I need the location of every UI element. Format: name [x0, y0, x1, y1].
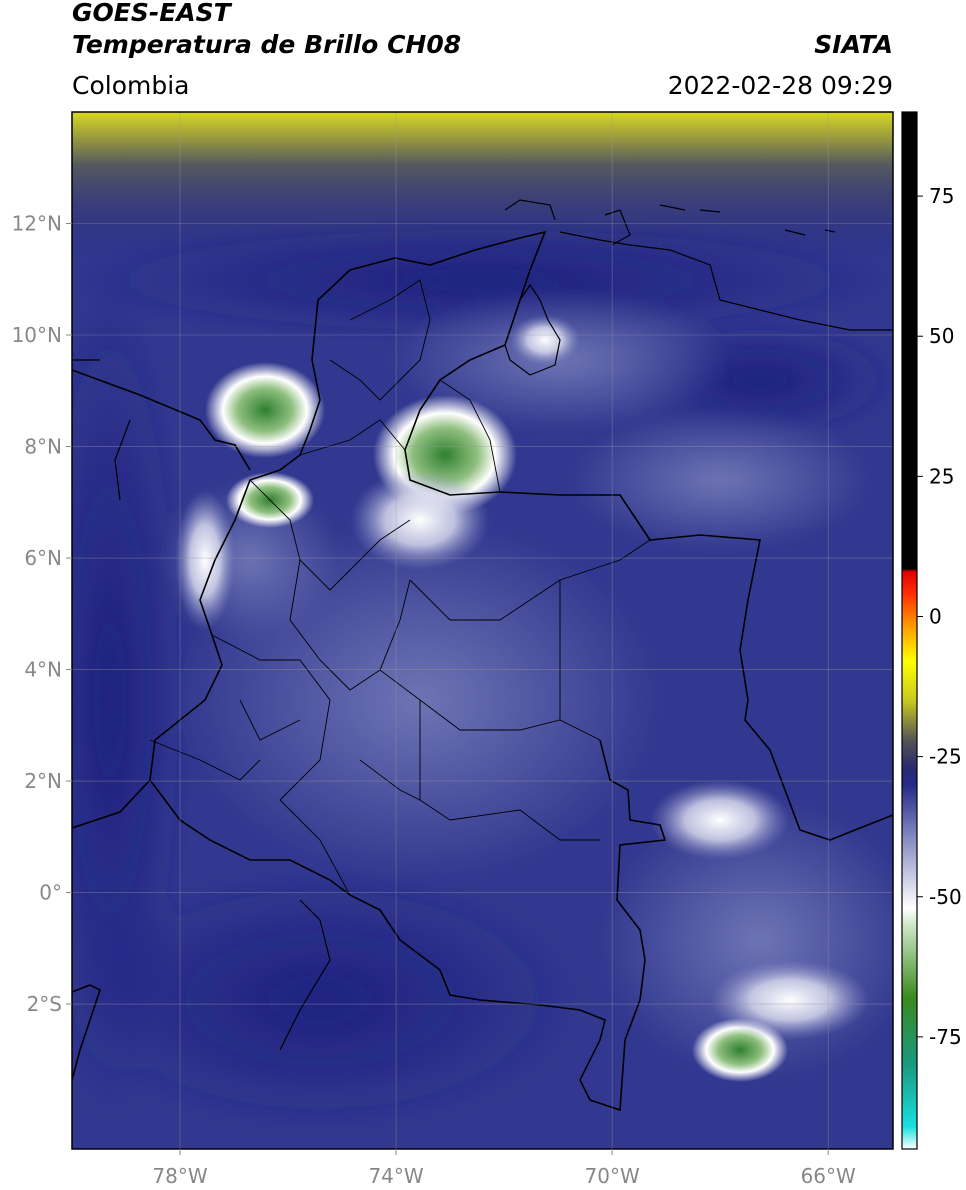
lat-tick-label: 2°N	[24, 769, 62, 793]
colorbar-tick-label: -50	[929, 885, 962, 909]
lon-tick-label: 78°W	[152, 1164, 207, 1188]
pale-cloud-guainia	[650, 780, 790, 860]
latitude-axis: 12°N 10°N 8°N 6°N 4°N 2°N 0° 2°S	[12, 212, 72, 1016]
graticule	[72, 112, 893, 1149]
colorbar: 75 50 25 0 -25 -50 -75	[901, 111, 962, 1150]
pale-cloud-maracaibo	[510, 315, 580, 365]
lat-tick-label: 4°N	[24, 658, 62, 682]
lat-tick-label: 10°N	[12, 323, 62, 347]
country-borders	[72, 230, 893, 1112]
colombia-venezuela-border	[72, 230, 893, 841]
pale-cloud-pacific	[175, 490, 235, 630]
datetime-label: 2022-02-28 09:29	[667, 71, 893, 100]
lon-tick-label: 66°W	[801, 1164, 856, 1188]
pale-cloud-santander	[350, 470, 490, 570]
satellite-title: GOES-EAST	[72, 0, 231, 27]
coastlines	[72, 199, 893, 1051]
colorbar-fill	[902, 112, 917, 1149]
map-frame	[71, 111, 894, 1150]
lon-tick-label: 70°W	[585, 1164, 640, 1188]
longitude-axis: 78°W 74°W 70°W 66°W	[152, 1149, 856, 1188]
colorbar-tick-label: 50	[929, 324, 954, 348]
cold-cloud-uraba	[205, 362, 325, 458]
lat-tick-label: 0°	[39, 881, 62, 905]
colorbar-tick-label: 75	[929, 184, 954, 208]
lat-tick-label: 2°S	[27, 992, 62, 1016]
lat-tick-label: 6°N	[24, 546, 62, 570]
panama-border	[72, 369, 251, 471]
colorbar-tick-label: 0	[929, 604, 942, 628]
region-label: Colombia	[72, 71, 190, 100]
north-dry-band	[72, 112, 893, 262]
colombia-southern-border	[149, 739, 667, 1112]
colorbar-frame	[901, 111, 918, 1150]
department-borders	[149, 279, 651, 896]
product-title: Temperatura de Brillo CH08	[72, 30, 462, 59]
colorbar-tick-label: -75	[929, 1025, 962, 1049]
brightness-temperature-field	[72, 112, 893, 1149]
cold-cloud-tops	[175, 315, 870, 1082]
field-shading	[72, 220, 893, 1130]
ecuador-peru-border	[72, 984, 101, 1081]
colorbar-tick-label: 25	[929, 464, 954, 488]
lon-tick-label: 74°W	[368, 1164, 423, 1188]
colorbar-ticks: 75 50 25 0 -25 -50 -75	[917, 184, 962, 1049]
lat-tick-label: 12°N	[12, 212, 62, 236]
colorbar-tick-label: -25	[929, 745, 962, 769]
brand-label: SIATA	[814, 30, 893, 59]
lat-tick-label: 8°N	[24, 435, 62, 459]
pale-cloud-vaupes	[710, 960, 870, 1040]
